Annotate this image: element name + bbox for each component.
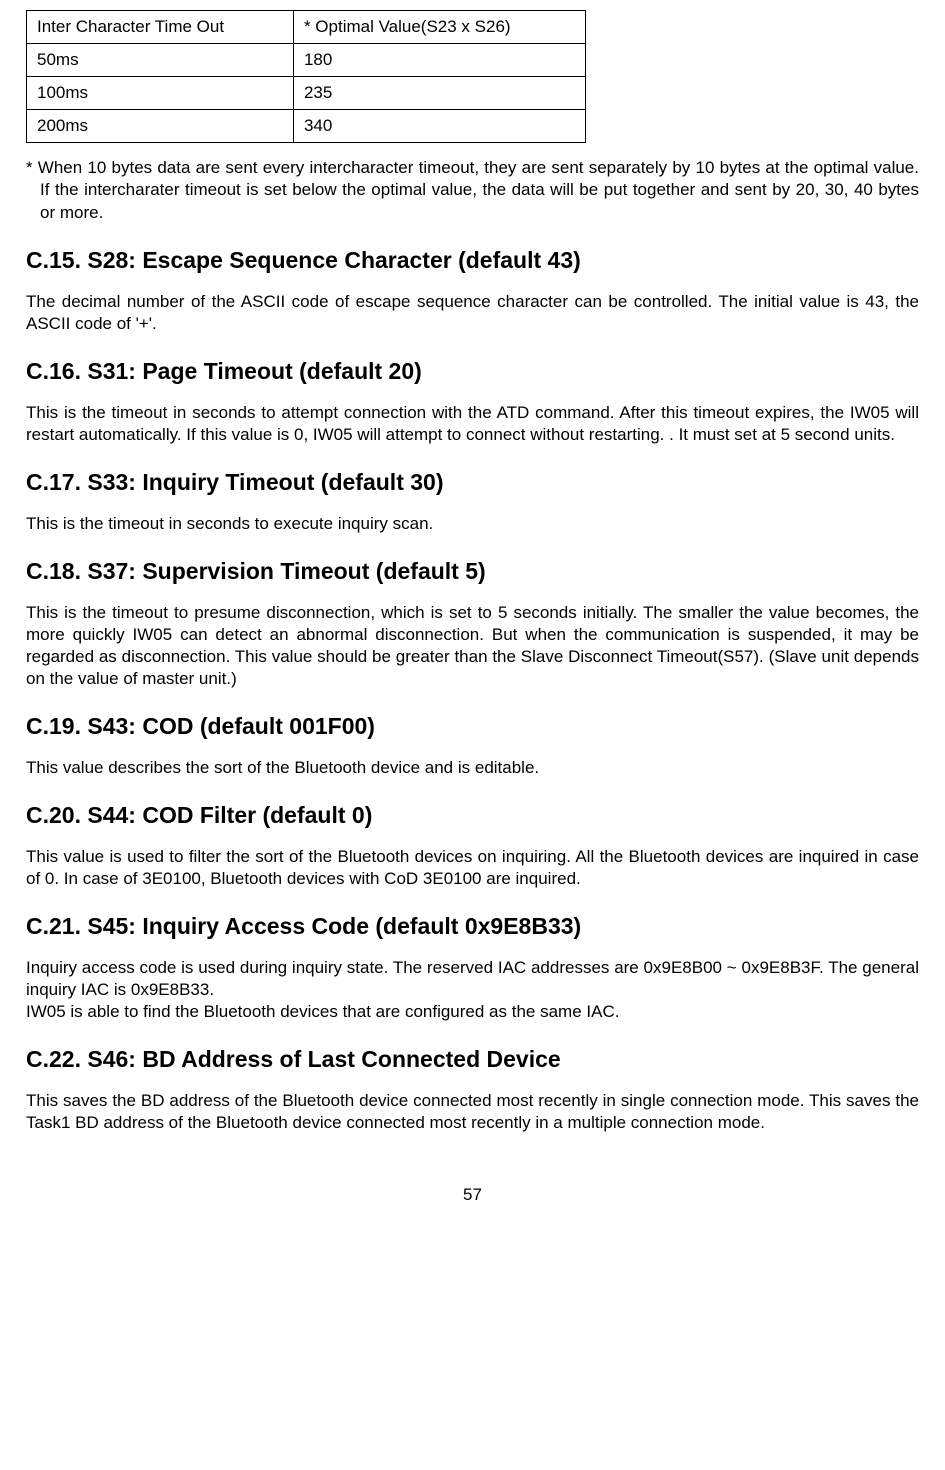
section-heading: C.20. S44: COD Filter (default 0) xyxy=(26,801,919,831)
section-body: This is the timeout in seconds to attemp… xyxy=(26,402,919,446)
section-heading: C.22. S46: BD Address of Last Connected … xyxy=(26,1045,919,1075)
section-heading: C.16. S31: Page Timeout (default 20) xyxy=(26,357,919,387)
table-header-row: Inter Character Time Out * Optimal Value… xyxy=(27,11,586,44)
table-header-cell: * Optimal Value(S23 x S26) xyxy=(293,11,585,44)
page-number: 57 xyxy=(26,1184,919,1206)
table-cell: 180 xyxy=(293,44,585,77)
timeout-table: Inter Character Time Out * Optimal Value… xyxy=(26,10,586,143)
table-row: 100ms 235 xyxy=(27,77,586,110)
section-body: Inquiry access code is used during inqui… xyxy=(26,957,919,1023)
section-heading: C.18. S37: Supervision Timeout (default … xyxy=(26,557,919,587)
table-row: 200ms 340 xyxy=(27,110,586,143)
table-cell: 235 xyxy=(293,77,585,110)
section-body: This value describes the sort of the Blu… xyxy=(26,757,919,779)
section-body: The decimal number of the ASCII code of … xyxy=(26,291,919,335)
section-heading: C.17. S33: Inquiry Timeout (default 30) xyxy=(26,468,919,498)
section-body: This is the timeout to presume disconnec… xyxy=(26,602,919,690)
footnote: * When 10 bytes data are sent every inte… xyxy=(40,157,919,223)
table-cell: 340 xyxy=(293,110,585,143)
section-body: This is the timeout in seconds to execut… xyxy=(26,513,919,535)
table-cell: 50ms xyxy=(27,44,294,77)
section-heading: C.21. S45: Inquiry Access Code (default … xyxy=(26,912,919,942)
table-row: 50ms 180 xyxy=(27,44,586,77)
section-body: This value is used to filter the sort of… xyxy=(26,846,919,890)
table-header-cell: Inter Character Time Out xyxy=(27,11,294,44)
section-body: This saves the BD address of the Bluetoo… xyxy=(26,1090,919,1134)
section-heading: C.19. S43: COD (default 001F00) xyxy=(26,712,919,742)
table-cell: 100ms xyxy=(27,77,294,110)
table-cell: 200ms xyxy=(27,110,294,143)
section-heading: C.15. S28: Escape Sequence Character (de… xyxy=(26,246,919,276)
